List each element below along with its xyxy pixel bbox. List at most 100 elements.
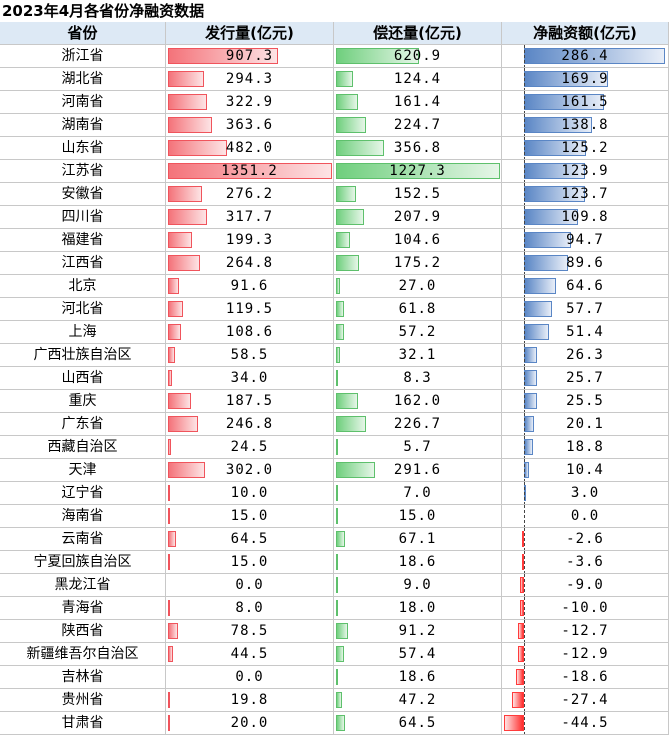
net-cell: 123.7 xyxy=(502,183,669,206)
issue-bar xyxy=(168,508,170,524)
net-value: -10.0 xyxy=(561,600,609,616)
issue-value: 19.8 xyxy=(230,692,269,708)
issue-cell: 15.0 xyxy=(166,505,334,528)
repay-cell: 5.7 xyxy=(334,436,502,459)
issue-bar xyxy=(168,301,183,317)
repay-bar xyxy=(336,71,353,87)
zero-axis-line xyxy=(524,344,525,366)
net-value: 109.8 xyxy=(561,209,609,225)
issue-cell: 302.0 xyxy=(166,459,334,482)
issue-cell: 19.8 xyxy=(166,689,334,712)
net-cell: -2.6 xyxy=(502,528,669,551)
issue-cell: 322.9 xyxy=(166,91,334,114)
table-row: 天津 302.0 291.6 10.4 xyxy=(0,459,669,482)
repay-bar xyxy=(336,600,339,616)
net-value: 138.8 xyxy=(561,117,609,133)
repay-cell: 67.1 xyxy=(334,528,502,551)
net-cell: -9.0 xyxy=(502,574,669,597)
issue-value: 482.0 xyxy=(225,140,274,156)
table-row: 北京 91.6 27.0 64.6 xyxy=(0,275,669,298)
issue-cell: 482.0 xyxy=(166,137,334,160)
issue-bar xyxy=(168,646,174,662)
table-row: 陕西省 78.5 91.2 -12.7 xyxy=(0,620,669,643)
province-cell: 重庆 xyxy=(0,390,166,413)
issue-value: 108.6 xyxy=(225,324,274,340)
zero-axis-line xyxy=(524,45,525,67)
net-negative-bar xyxy=(522,554,524,570)
issue-cell: 20.0 xyxy=(166,712,334,735)
issue-bar xyxy=(168,94,208,110)
issue-bar xyxy=(168,531,176,547)
repay-cell: 207.9 xyxy=(334,206,502,229)
province-cell: 青海省 xyxy=(0,597,166,620)
issue-value: 322.9 xyxy=(225,94,274,110)
province-cell: 河南省 xyxy=(0,91,166,114)
net-value: 123.9 xyxy=(561,163,609,179)
net-value: 161.5 xyxy=(561,94,609,110)
issue-value: 246.8 xyxy=(225,416,274,432)
header-net: 净融资额(亿元) xyxy=(502,22,669,45)
issue-cell: 44.5 xyxy=(166,643,334,666)
province-cell: 新疆维吾尔自治区 xyxy=(0,643,166,666)
zero-axis-line xyxy=(524,689,525,711)
table-row: 广西壮族自治区 58.5 32.1 26.3 xyxy=(0,344,669,367)
zero-axis-line xyxy=(524,229,525,251)
repay-bar xyxy=(336,715,345,731)
issue-bar xyxy=(168,232,193,248)
issue-cell: 363.6 xyxy=(166,114,334,137)
repay-value: 7.0 xyxy=(403,485,432,501)
issue-value: 34.0 xyxy=(230,370,269,386)
repay-cell: 226.7 xyxy=(334,413,502,436)
repay-bar xyxy=(336,508,338,524)
repay-cell: 27.0 xyxy=(334,275,502,298)
zero-axis-line xyxy=(524,298,525,320)
repay-cell: 9.0 xyxy=(334,574,502,597)
zero-axis-line xyxy=(524,114,525,136)
net-value: -3.6 xyxy=(566,554,604,570)
issue-cell: 8.0 xyxy=(166,597,334,620)
net-cell: 94.7 xyxy=(502,229,669,252)
zero-axis-line xyxy=(524,160,525,182)
issue-bar xyxy=(168,324,182,340)
net-value: 286.4 xyxy=(561,48,609,64)
repay-cell: 162.0 xyxy=(334,390,502,413)
zero-axis-line xyxy=(524,620,525,642)
zero-axis-line xyxy=(524,528,525,550)
table-row: 宁夏回族自治区 15.0 18.6 -3.6 xyxy=(0,551,669,574)
issue-bar xyxy=(168,692,171,708)
province-cell: 西藏自治区 xyxy=(0,436,166,459)
table-row: 福建省 199.3 104.6 94.7 xyxy=(0,229,669,252)
net-cell: 138.8 xyxy=(502,114,669,137)
net-cell: 3.0 xyxy=(502,482,669,505)
repay-cell: 291.6 xyxy=(334,459,502,482)
province-cell: 山西省 xyxy=(0,367,166,390)
net-value: 25.7 xyxy=(566,370,604,386)
table-row: 甘肃省 20.0 64.5 -44.5 xyxy=(0,712,669,735)
repay-cell: 104.6 xyxy=(334,229,502,252)
repay-cell: 15.0 xyxy=(334,505,502,528)
table-row: 四川省 317.7 207.9 109.8 xyxy=(0,206,669,229)
repay-cell: 64.5 xyxy=(334,712,502,735)
repay-value: 291.6 xyxy=(393,462,442,478)
province-cell: 吉林省 xyxy=(0,666,166,689)
issue-cell: 246.8 xyxy=(166,413,334,436)
province-cell: 福建省 xyxy=(0,229,166,252)
repay-cell: 8.3 xyxy=(334,367,502,390)
net-value: 0.0 xyxy=(570,508,600,524)
issue-value: 78.5 xyxy=(230,623,269,639)
zero-axis-line xyxy=(524,666,525,688)
net-value: -27.4 xyxy=(561,692,609,708)
issue-value: 20.0 xyxy=(230,715,269,731)
net-value: 94.7 xyxy=(566,232,604,248)
province-cell: 湖南省 xyxy=(0,114,166,137)
table-row: 广东省 246.8 226.7 20.1 xyxy=(0,413,669,436)
issue-value: 91.6 xyxy=(230,278,269,294)
issue-value: 15.0 xyxy=(230,508,269,524)
table-row: 吉林省 0.0 18.6 -18.6 xyxy=(0,666,669,689)
issue-value: 119.5 xyxy=(225,301,274,317)
province-cell: 黑龙江省 xyxy=(0,574,166,597)
repay-value: 104.6 xyxy=(393,232,442,248)
repay-bar xyxy=(336,324,344,340)
province-cell: 江苏省 xyxy=(0,160,166,183)
net-cell: 286.4 xyxy=(502,45,669,68)
